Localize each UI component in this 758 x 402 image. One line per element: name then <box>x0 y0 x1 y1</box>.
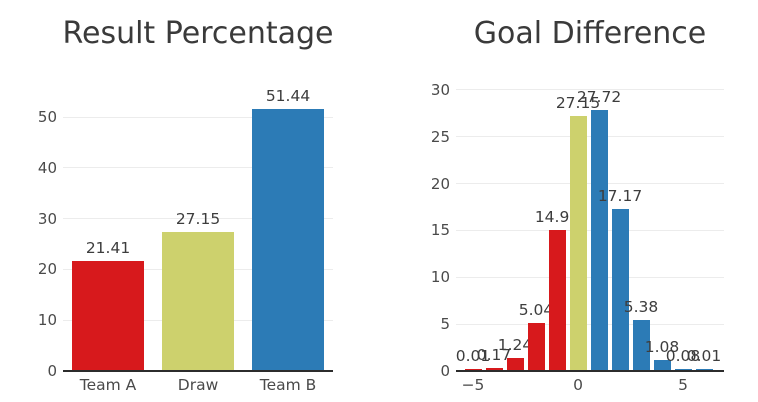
bar <box>611 209 629 370</box>
x-axis-line <box>63 370 333 372</box>
bar <box>527 322 545 370</box>
y-tick-label: 20 <box>430 174 450 193</box>
gridline <box>456 229 724 231</box>
gridline <box>456 89 724 91</box>
bar <box>506 358 524 370</box>
bar-value-label: 27.15 <box>555 93 601 112</box>
x-tick-label: 0 <box>573 376 583 394</box>
y-tick-label: 10 <box>37 311 57 330</box>
y-tick-label: 50 <box>37 108 57 126</box>
y-tick-label: 10 <box>430 268 450 287</box>
bar <box>695 368 713 370</box>
x-tick-label: −5 <box>461 376 485 394</box>
y-tick-label: 25 <box>430 127 450 146</box>
bar-value-label: 27.15 <box>175 210 221 229</box>
bar-value-label: 5.04 <box>518 300 554 319</box>
bar <box>72 261 144 370</box>
gridline <box>456 183 724 185</box>
bar <box>464 368 482 370</box>
bar-value-label: 0.01 <box>455 346 491 365</box>
x-axis-line <box>456 370 724 372</box>
y-tick-label: 30 <box>430 80 450 99</box>
bar-value-label: 14.95 <box>534 207 580 226</box>
bar <box>569 115 587 370</box>
y-tick-label: 5 <box>440 315 450 334</box>
x-category-label: Team B <box>259 376 317 394</box>
bar <box>252 108 324 370</box>
bar <box>548 229 566 370</box>
bar-value-label: 1.08 <box>644 337 680 356</box>
bar-value-label: 27.72 <box>576 88 622 107</box>
bar <box>653 359 671 370</box>
y-tick-label: 20 <box>37 260 57 279</box>
bar-value-label: 21.41 <box>85 239 131 258</box>
y-tick-label: 0 <box>440 362 450 380</box>
x-category-label: Draw <box>177 376 219 394</box>
bar <box>162 232 234 370</box>
bar-value-label: 1.24 <box>497 336 533 355</box>
bar-value-label: 5.38 <box>623 297 659 316</box>
gridline <box>63 218 333 220</box>
bar <box>485 368 503 370</box>
bar <box>632 319 650 370</box>
gridline <box>456 276 724 278</box>
gridline <box>456 323 724 325</box>
y-tick-label: 40 <box>37 158 57 177</box>
bar-value-label: 17.17 <box>597 187 643 206</box>
bar-value-label: 51.44 <box>265 86 311 105</box>
y-tick-label: 0 <box>47 362 57 380</box>
gridline <box>63 116 333 118</box>
x-tick-label: 5 <box>678 376 688 394</box>
bar-value-label: 0.01 <box>686 346 722 365</box>
bar <box>674 368 692 370</box>
bar <box>590 110 608 370</box>
gridline <box>63 167 333 169</box>
y-tick-label: 15 <box>430 221 450 240</box>
gridline <box>456 136 724 138</box>
chart-title-goal-difference: Goal Difference <box>473 16 707 51</box>
y-tick-label: 30 <box>37 209 57 228</box>
chart-title-result-percentage: Result Percentage <box>62 16 334 51</box>
x-category-label: Team A <box>79 376 137 394</box>
bar-value-label: 0.08 <box>665 346 701 365</box>
bar-value-label: 0.17 <box>476 346 512 365</box>
